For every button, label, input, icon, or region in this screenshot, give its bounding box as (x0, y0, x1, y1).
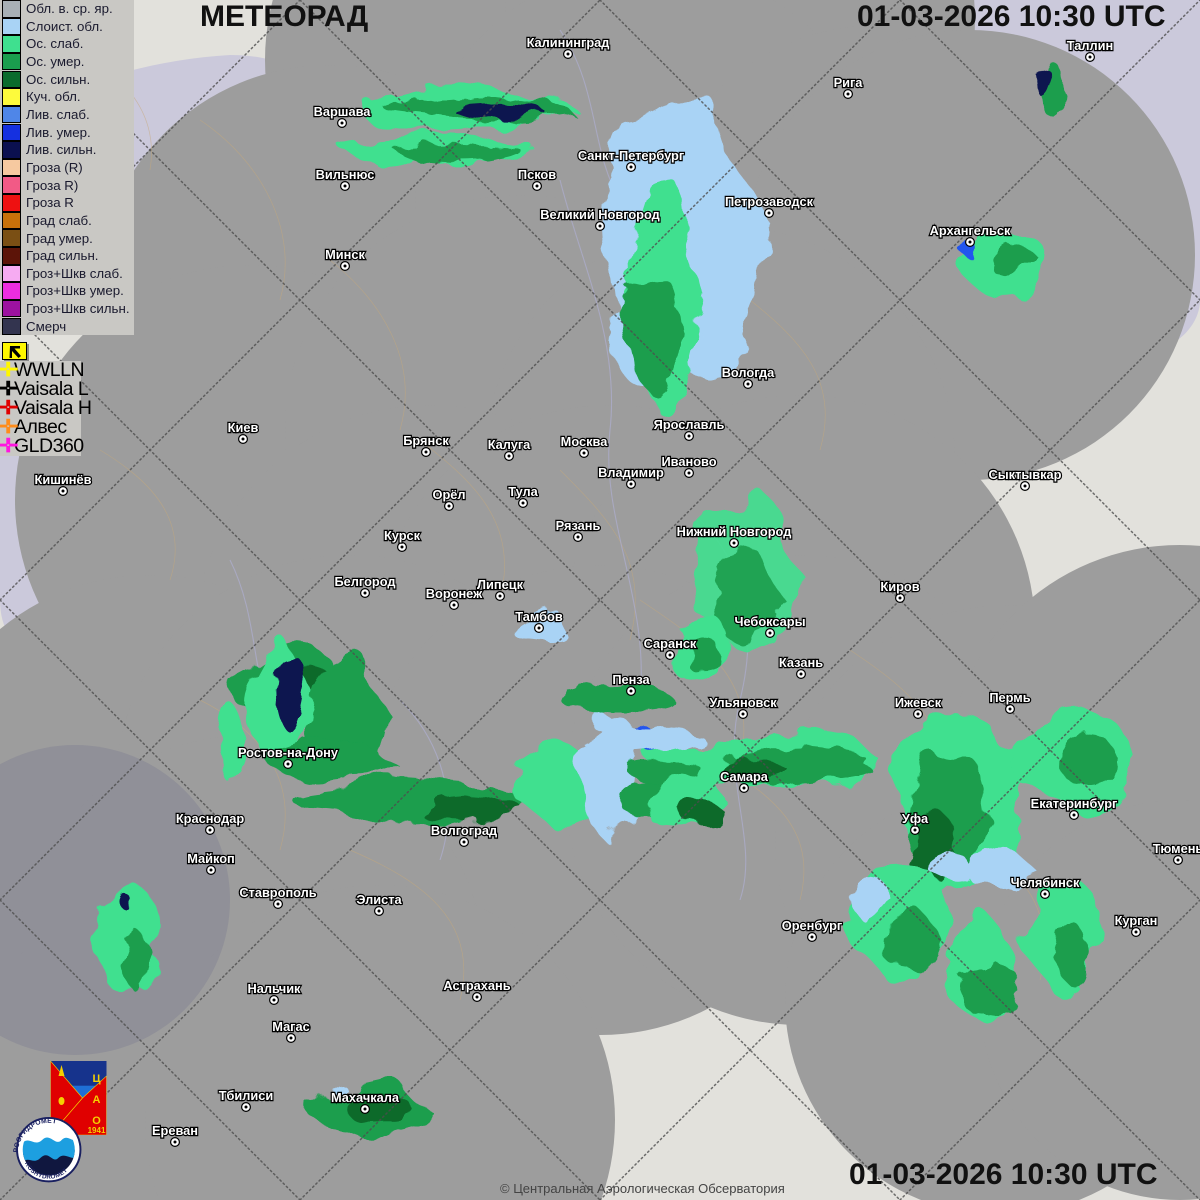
svg-text:Минск: Минск (325, 247, 365, 262)
svg-text:Краснодар: Краснодар (176, 811, 244, 826)
svg-text:А: А (93, 1094, 101, 1106)
svg-text:Рязань: Рязань (556, 518, 601, 533)
svg-text:Майкоп: Майкоп (187, 851, 235, 866)
svg-text:Оренбург: Оренбург (782, 918, 842, 933)
svg-text:Саранск: Саранск (644, 636, 697, 651)
svg-text:Ижевск: Ижевск (895, 695, 942, 710)
svg-text:Тюмень: Тюмень (1153, 841, 1200, 856)
svg-text:Ставрополь: Ставрополь (239, 885, 316, 900)
svg-text:Нижний Новгород: Нижний Новгород (677, 524, 792, 539)
svg-text:Пенза: Пенза (612, 672, 650, 687)
svg-text:01-03-2026 10:30 UTC: 01-03-2026 10:30 UTC (857, 0, 1166, 33)
svg-text:Элиста: Элиста (356, 892, 402, 907)
svg-text:Киев: Киев (228, 420, 259, 435)
svg-text:Вологда: Вологда (722, 365, 775, 380)
svg-text:Петрозаводск: Петрозаводск (725, 194, 814, 209)
svg-text:Липецк: Липецк (477, 577, 524, 592)
svg-text:Тбилиси: Тбилиси (219, 1088, 274, 1103)
svg-text:Москва: Москва (561, 434, 609, 449)
svg-text:Сыктывкар: Сыктывкар (989, 467, 1062, 482)
svg-text:Санкт-Петербург: Санкт-Петербург (578, 148, 684, 163)
svg-text:Пермь: Пермь (989, 690, 1030, 705)
svg-text:Самара: Самара (720, 769, 769, 784)
svg-text:Белгород: Белгород (334, 574, 395, 589)
svg-text:Архангельск: Архангельск (930, 223, 1011, 238)
svg-text:01-03-2026 10:30 UTC: 01-03-2026 10:30 UTC (849, 1158, 1158, 1191)
svg-text:Калуга: Калуга (488, 437, 531, 452)
svg-text:Тамбов: Тамбов (515, 609, 563, 624)
svg-text:МЕТЕОРАД: МЕТЕОРАД (200, 0, 368, 33)
svg-text:Таллин: Таллин (1067, 38, 1113, 53)
svg-text:Великий Новгород: Великий Новгород (540, 207, 660, 222)
svg-text:Вильнюс: Вильнюс (316, 167, 375, 182)
svg-text:Ярославль: Ярославль (654, 417, 725, 432)
svg-text:Варшава: Варшава (314, 104, 372, 119)
svg-text:Орёл: Орёл (432, 487, 465, 502)
svg-text:Чебоксары: Чебоксары (734, 614, 805, 629)
svg-text:Ульяновск: Ульяновск (709, 695, 777, 710)
svg-text:Ереван: Ереван (152, 1123, 198, 1138)
svg-text:Ростов-на-Дону: Ростов-на-Дону (238, 745, 339, 760)
svg-text:Махачкала: Махачкала (331, 1090, 400, 1105)
svg-text:Нальчик: Нальчик (248, 981, 302, 996)
svg-text:Рига: Рига (834, 75, 864, 90)
svg-text:Владимир: Владимир (598, 465, 664, 480)
svg-text:Брянск: Брянск (403, 433, 449, 448)
svg-text:Калининград: Калининград (527, 35, 610, 50)
svg-text:Курган: Курган (1115, 913, 1158, 928)
svg-text:Киров: Киров (880, 579, 919, 594)
svg-text:Уфа: Уфа (902, 811, 929, 826)
svg-text:1941: 1941 (88, 1126, 106, 1135)
svg-text:Магас: Магас (272, 1019, 310, 1034)
svg-text:Екатеринбург: Екатеринбург (1031, 796, 1118, 811)
svg-text:Казань: Казань (779, 655, 823, 670)
svg-text:Псков: Псков (518, 167, 556, 182)
svg-text:Воронеж: Воронеж (426, 586, 483, 601)
svg-text:© Центральная Аэрологическая О: © Центральная Аэрологическая Обсерватори… (500, 1181, 785, 1196)
svg-text:Курск: Курск (384, 528, 421, 543)
svg-text:Тула: Тула (508, 484, 538, 499)
svg-text:Челябинск: Челябинск (1011, 875, 1080, 890)
svg-text:Кишинёв: Кишинёв (35, 472, 92, 487)
svg-text:Астрахань: Астрахань (443, 978, 510, 993)
svg-text:Ц: Ц (92, 1073, 100, 1085)
svg-text:Волгоград: Волгоград (431, 823, 497, 838)
svg-text:Иваново: Иваново (661, 454, 716, 469)
